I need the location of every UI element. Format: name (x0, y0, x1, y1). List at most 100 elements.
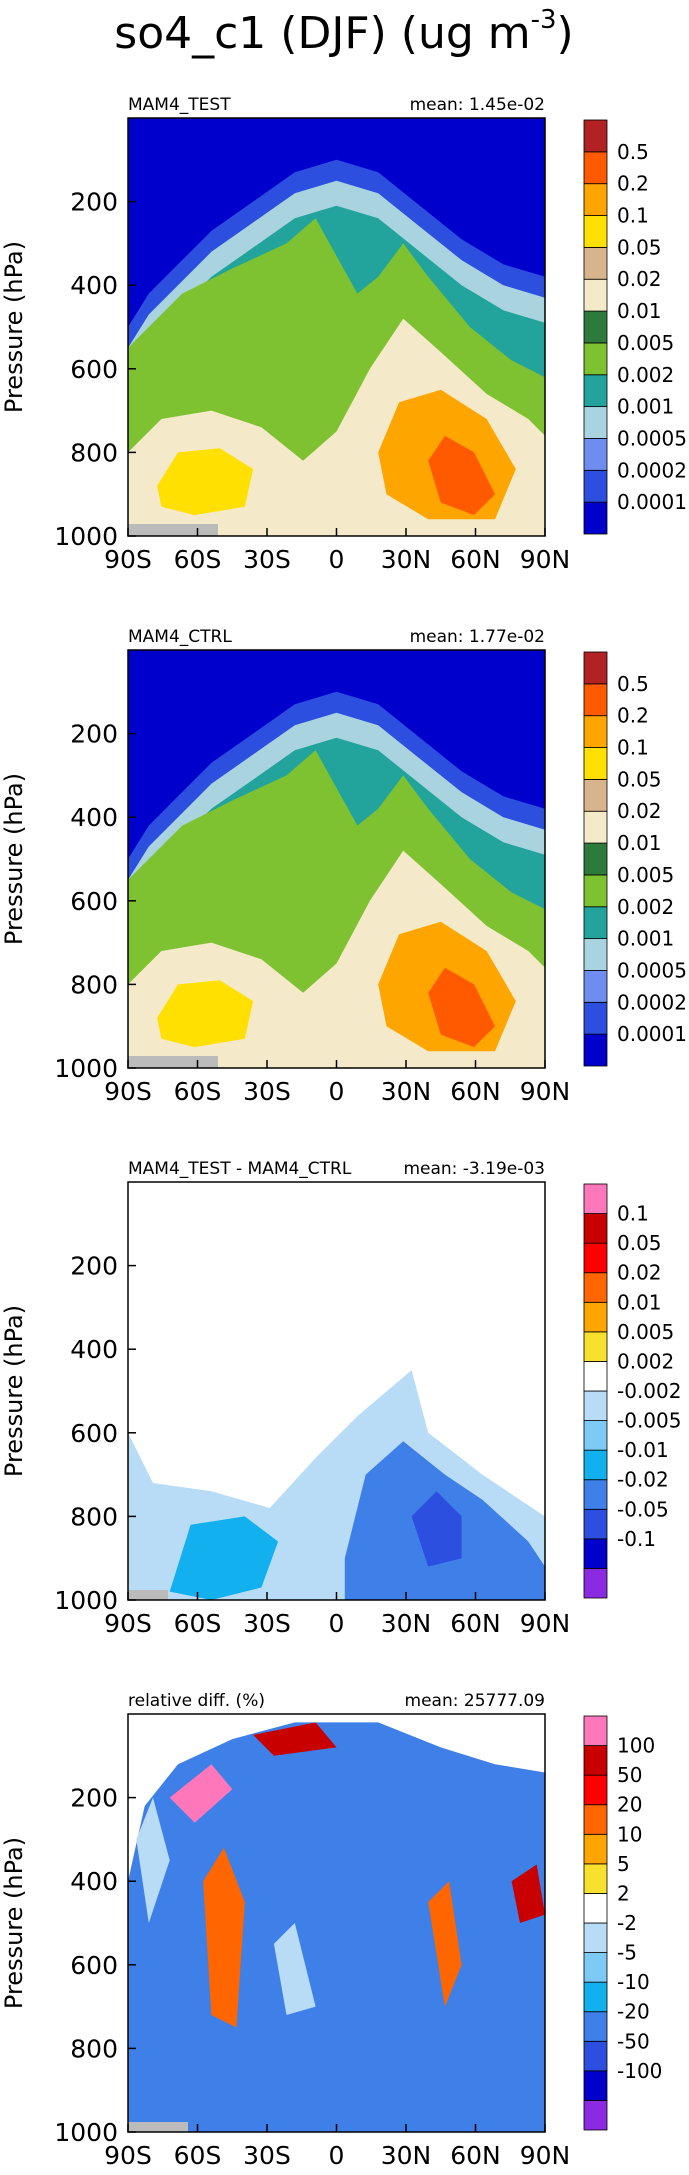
colorbar-label: 0.002 (617, 363, 674, 387)
y-axis-label: Pressure (hPa) (0, 773, 28, 945)
colorbar-label: -2 (617, 1911, 637, 1935)
x-tick-label: 0 (329, 2141, 345, 2170)
x-tick-label: 90S (104, 2141, 152, 2170)
chart-panel-3: MAM4_TEST - MAM4_CTRL mean: -3.19e-03 200 4… (0, 1159, 681, 1638)
colorbar-swatch (583, 1833, 608, 1865)
colorbar-label: -0.002 (617, 1379, 681, 1403)
colorbar-swatch (583, 1952, 608, 1983)
colorbar-swatch (583, 810, 608, 844)
colorbar-label: 0.1 (617, 1202, 649, 1226)
y-axis: 200 400 600 800 1000 Pressure (hPa) (0, 188, 136, 551)
contour-level (169, 1764, 233, 1823)
colorbar-swatch (583, 1301, 608, 1333)
y-tick-label: 200 (70, 188, 118, 217)
colorbar-swatch (583, 715, 608, 748)
contour-level (273, 1923, 316, 2015)
colorbar-swatch (583, 469, 608, 503)
colorbar-swatch (583, 1863, 608, 1894)
x-tick-label: 90N (520, 2141, 571, 2170)
colorbar-label: 0.0001 (617, 490, 687, 514)
colorbar-swatch (583, 1508, 608, 1540)
colorbar-label: 0.0001 (617, 1022, 687, 1046)
y-tick-label: 200 (70, 1784, 118, 1813)
colorbar-swatch (583, 970, 608, 1003)
colorbar-swatch (583, 438, 608, 471)
colorbar-swatch (583, 1242, 608, 1274)
colorbar-label: -20 (617, 2000, 650, 2024)
y-tick-label: 200 (70, 1252, 118, 1281)
contour-level (428, 967, 495, 1048)
contour-level (136, 1797, 170, 1923)
colorbar-label: 0.02 (617, 267, 662, 291)
colorbar-swatch (583, 1568, 608, 1599)
y-tick-label: 600 (70, 887, 118, 916)
y-tick-label: 400 (70, 271, 118, 300)
y-axis-label: Pressure (hPa) (0, 241, 28, 413)
colorbar-label: -100 (617, 2059, 662, 2083)
colorbar-swatch (583, 1745, 608, 1776)
colorbar-label: -50 (617, 2029, 650, 2053)
contour-level (511, 1864, 545, 1923)
colorbar-label: -0.01 (617, 1438, 669, 1462)
colorbar-swatch (583, 1479, 608, 1510)
colorbar-swatch (583, 651, 608, 685)
colorbar-swatch (583, 938, 608, 971)
colorbar-label: -0.02 (617, 1468, 669, 1492)
contour-level (203, 1847, 245, 2028)
colorbar-swatch (583, 1449, 608, 1481)
contour-field (128, 1714, 545, 2132)
x-tick-label: 30S (243, 1609, 291, 1638)
colorbar-label: 0.05 (617, 235, 662, 259)
x-tick-label: 60N (450, 1609, 501, 1638)
x-tick-label: 90S (104, 1609, 152, 1638)
x-tick-label: 0 (329, 1609, 345, 1638)
colorbar-label: 2 (617, 1881, 630, 1905)
x-tick-label: 60S (174, 1609, 222, 1638)
y-axis: 200 400 600 800 1000 Pressure (hPa) (0, 1252, 136, 1615)
x-tick-label: 60N (450, 2141, 501, 2170)
colorbar-swatch (583, 1213, 608, 1244)
colorbar-swatch (583, 683, 608, 717)
contour-level (428, 435, 495, 516)
x-tick-label: 30S (243, 1077, 291, 1106)
figure-title: so4_c1 (DJF) (ug m-3) (114, 5, 573, 59)
colorbar-swatch (583, 151, 608, 185)
y-tick-label: 1000 (54, 1586, 118, 1615)
chart-panel-4: relative diff. (%) mean: 25777.0920040060… (0, 1691, 662, 2170)
colorbar: 100 50 20 10 5 2 -2 -5 -10 -20 -50 -100 (583, 1715, 662, 2131)
colorbar-label: 0.0002 (617, 458, 687, 482)
colorbar-label: 10 (617, 1822, 642, 1846)
colorbar-label: 0.2 (617, 172, 649, 196)
colorbar-swatch (583, 906, 608, 940)
chart-panel-2: MAM4_CTRL mean: 1.77e-02 200 400 600 800 1000 P… (0, 627, 687, 1106)
panel-label: MAM4_CTRL (128, 627, 232, 647)
panel-mean: mean: 1.45e-02 (410, 95, 545, 115)
colorbar-label: 0.002 (617, 895, 674, 919)
panel-mean: mean: 25777.09 (405, 1691, 545, 1711)
colorbar-label: 0.01 (617, 1290, 662, 1314)
colorbar-label: 100 (617, 1734, 655, 1758)
y-tick-label: 800 (70, 438, 118, 467)
y-tick-label: 200 (70, 720, 118, 749)
colorbar-swatch (583, 1893, 608, 1924)
colorbar-swatch (583, 215, 608, 248)
y-tick-label: 600 (70, 355, 118, 384)
colorbar-label: 0.001 (617, 395, 674, 419)
colorbar: 0.1 0.05 0.02 0.01 0.005 0.002 -0.002 -0.005 -0.… (583, 1183, 681, 1599)
y-tick-label: 1000 (54, 2118, 118, 2147)
colorbar-swatch (583, 1804, 608, 1835)
colorbar-swatch (583, 374, 608, 408)
colorbar-swatch (583, 1774, 608, 1806)
missing-data (128, 2122, 188, 2132)
colorbar-swatch (583, 1715, 608, 1746)
colorbar-label: 50 (617, 1763, 642, 1787)
colorbar-label: -0.05 (617, 1497, 669, 1521)
y-tick-label: 800 (70, 970, 118, 999)
colorbar-label: 0.1 (617, 204, 649, 228)
x-axis: 90S 60S 30S 0 30N 60N 90N (104, 1060, 570, 1106)
y-tick-label: 400 (70, 1335, 118, 1364)
contour-level (428, 1881, 462, 2007)
colorbar-swatch (583, 2070, 608, 2101)
colorbar-label: 0.5 (617, 140, 649, 164)
x-tick-label: 30N (381, 2141, 432, 2170)
